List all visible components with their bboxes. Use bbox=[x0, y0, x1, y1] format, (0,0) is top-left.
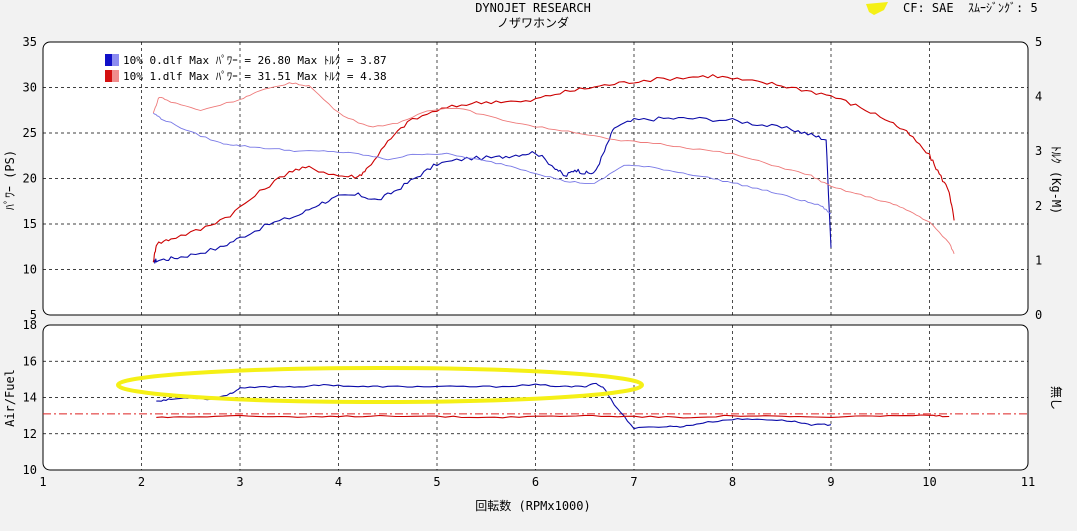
rpm-tick-label: 4 bbox=[335, 475, 342, 489]
power-tick-label: 35 bbox=[23, 35, 37, 49]
legend: 10% 0.dlf Max ﾊﾟﾜｰ = 26.80 Max ﾄﾙｸ = 3.8… bbox=[105, 54, 387, 83]
torque-tick-label: 1 bbox=[1035, 253, 1042, 267]
afr-tick-label: 18 bbox=[23, 318, 37, 332]
rpm-tick-label: 9 bbox=[827, 475, 834, 489]
legend-swatch-run0 bbox=[105, 54, 119, 66]
afr-right-label: 無し bbox=[1049, 386, 1064, 410]
afr-line-run1 bbox=[156, 414, 950, 419]
torque-tick-label: 0 bbox=[1035, 308, 1042, 322]
torque-line-run0 bbox=[153, 112, 832, 215]
smoothing-label: ｽﾑｰｼﾞﾝｸﾞ: 5 bbox=[968, 1, 1038, 15]
chart-subtitle: ノザワホンダ bbox=[497, 15, 569, 30]
power-line-run1 bbox=[152, 74, 955, 263]
power-tick-label: 5 bbox=[30, 308, 37, 322]
power-tick-label: 15 bbox=[23, 217, 37, 231]
afr-tick-label: 14 bbox=[23, 391, 37, 405]
afr-tick-label: 12 bbox=[23, 427, 37, 441]
rpm-tick-label: 6 bbox=[532, 475, 539, 489]
power-axis-label: ﾊﾟﾜｰ (PS) bbox=[3, 150, 17, 210]
rpm-tick-label: 2 bbox=[138, 475, 145, 489]
torque-axis-label: ﾄﾙｸ (Kg-M) bbox=[1049, 146, 1063, 215]
afr-axis-label: Air/Fuel bbox=[3, 369, 17, 427]
chart-title: DYNOJET RESEARCH bbox=[475, 1, 591, 15]
rpm-axis-label: 回転数 (RPMx1000) bbox=[475, 498, 590, 513]
power-tick-label: 30 bbox=[23, 81, 37, 95]
rpm-tick-label: 1 bbox=[39, 475, 46, 489]
afr-tick-label: 10 bbox=[23, 463, 37, 477]
afr-line-run0 bbox=[156, 382, 832, 430]
afr-tick-label: 16 bbox=[23, 354, 37, 368]
rpm-tick-label: 8 bbox=[729, 475, 736, 489]
cf-label: CF: SAE bbox=[903, 1, 954, 15]
torque-line-run1 bbox=[152, 82, 955, 254]
torque-tick-label: 4 bbox=[1035, 90, 1042, 104]
rpm-tick-label: 7 bbox=[630, 475, 637, 489]
torque-tick-label: 3 bbox=[1035, 144, 1042, 158]
rpm-tick-label: 11 bbox=[1021, 475, 1035, 489]
rpm-tick-label: 10 bbox=[922, 475, 936, 489]
power-tick-label: 25 bbox=[23, 126, 37, 140]
legend-entry-run0: 10% 0.dlf Max ﾊﾟﾜｰ = 26.80 Max ﾄﾙｸ = 3.8… bbox=[123, 54, 387, 67]
legend-swatch-run1 bbox=[105, 70, 119, 82]
power-torque-series bbox=[152, 74, 955, 264]
power-line-run0 bbox=[152, 116, 832, 264]
rpm-tick-label: 5 bbox=[433, 475, 440, 489]
torque-tick-label: 5 bbox=[1035, 35, 1042, 49]
rpm-tick-label: 3 bbox=[236, 475, 243, 489]
afr-highlight-ellipse bbox=[116, 366, 644, 404]
power-tick-label: 20 bbox=[23, 172, 37, 186]
highlighter-blob bbox=[866, 2, 888, 15]
power-tick-label: 10 bbox=[23, 263, 37, 277]
legend-entry-run1: 10% 1.dlf Max ﾊﾟﾜｰ = 31.51 Max ﾄﾙｸ = 4.3… bbox=[123, 70, 387, 83]
afr-series bbox=[43, 382, 1028, 430]
power-grid bbox=[43, 42, 1028, 315]
torque-tick-label: 2 bbox=[1035, 199, 1042, 213]
